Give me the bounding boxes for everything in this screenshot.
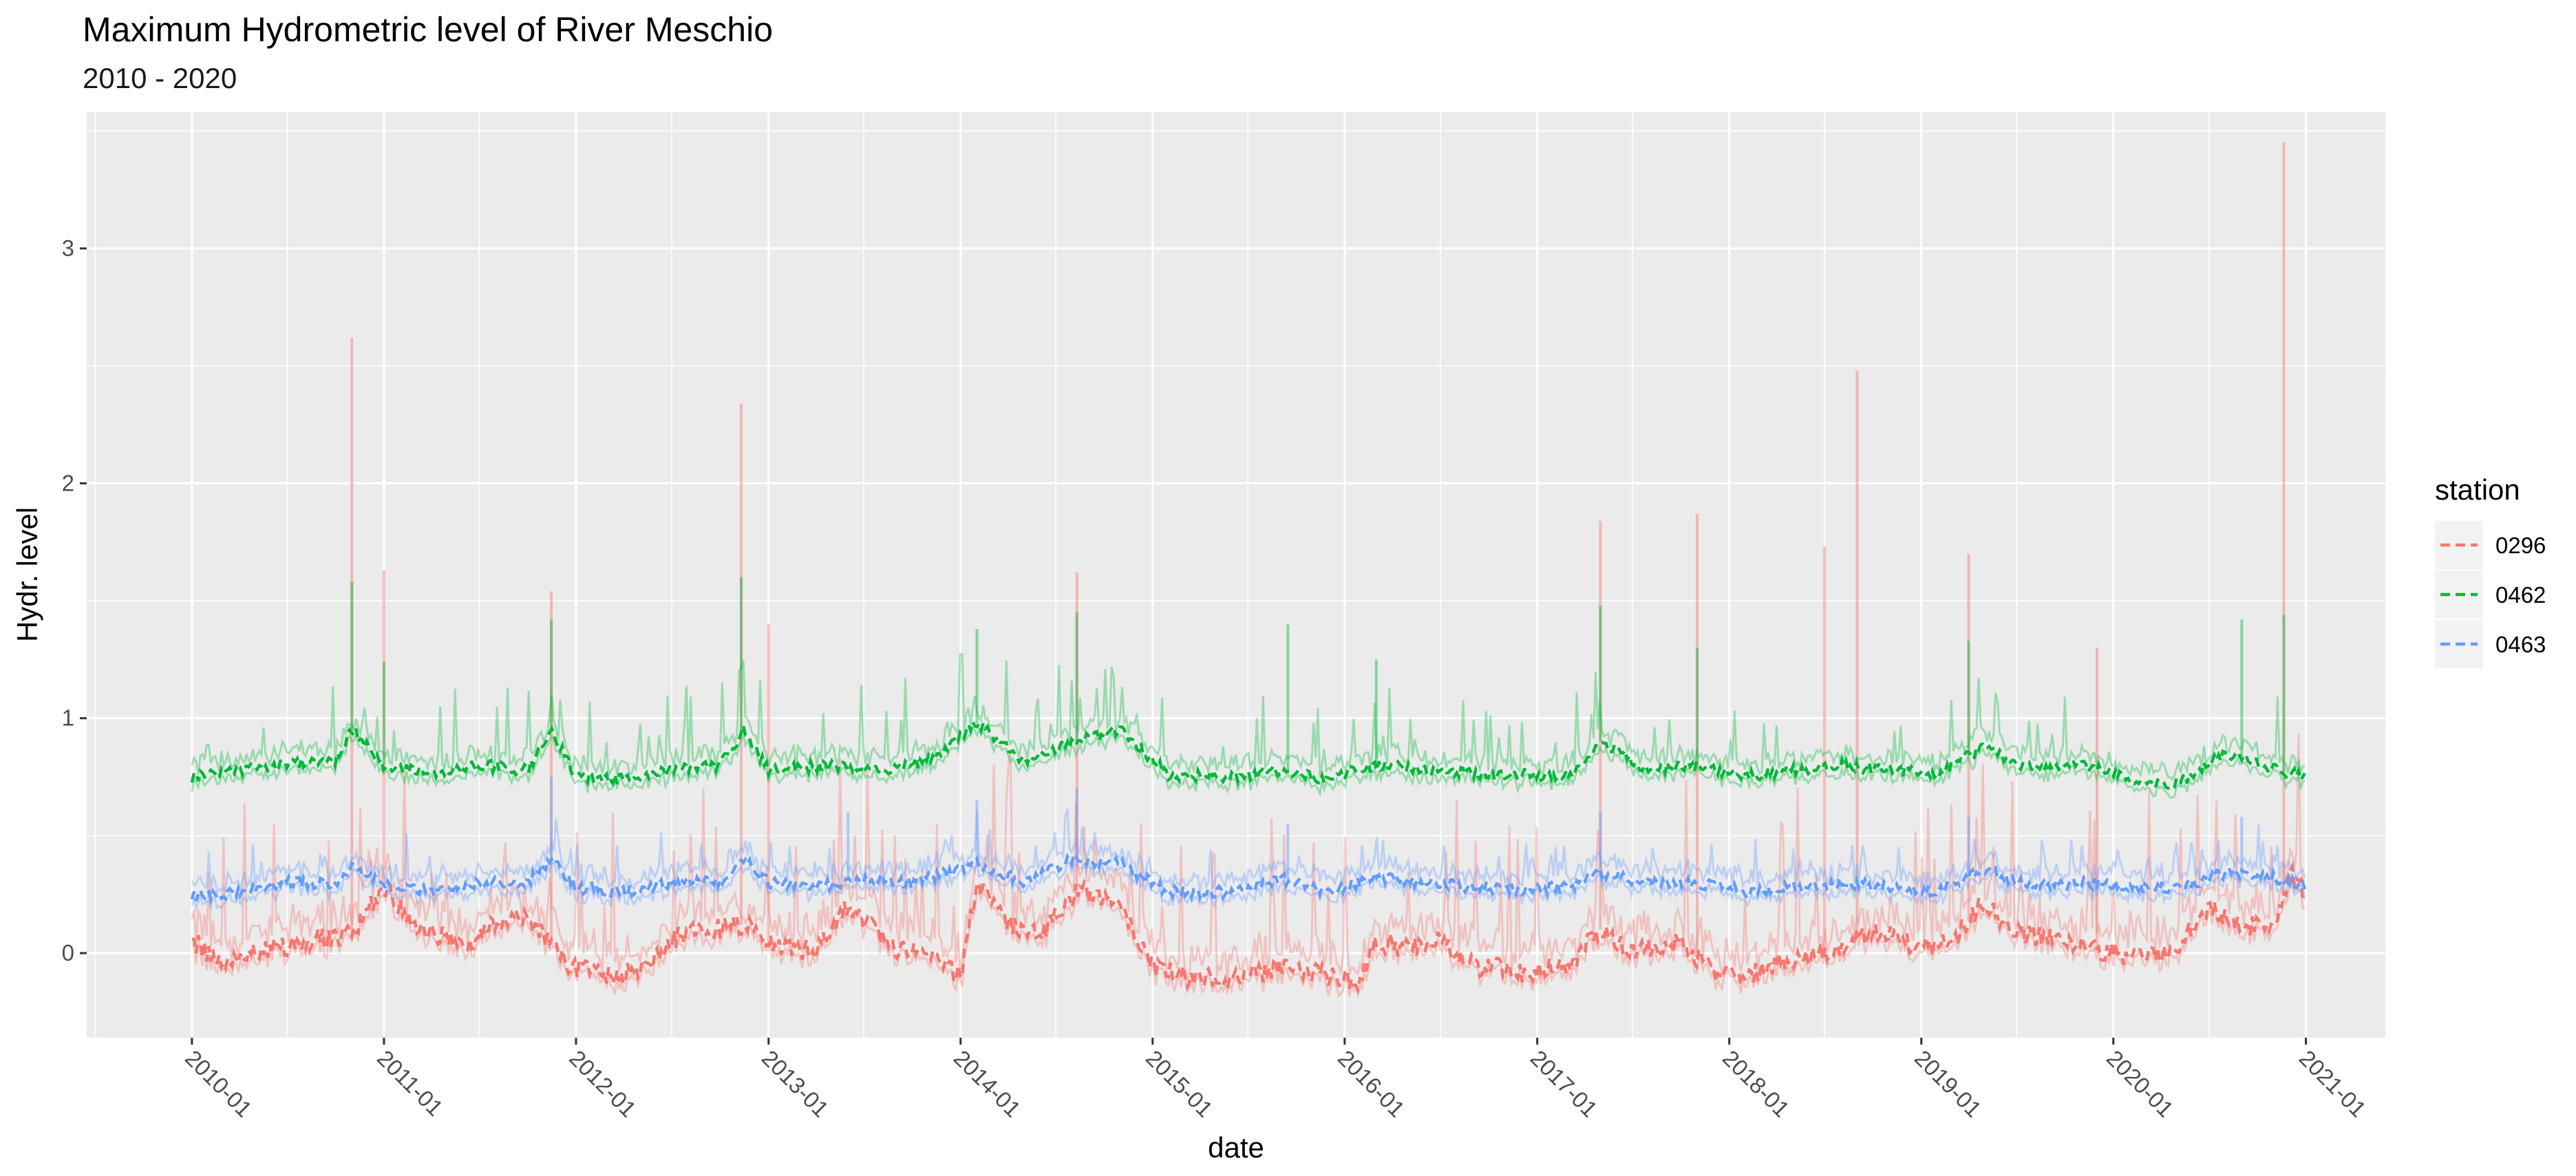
series-0463 <box>190 777 2307 912</box>
x-tick-label: 2013-01 <box>757 1045 834 1122</box>
y-tick-label: 3 <box>62 235 74 261</box>
legend: station 0296 0462 0463 <box>2435 473 2546 668</box>
series-0296-mean-line <box>191 861 2306 995</box>
x-tick-label: 2019-01 <box>1910 1045 1987 1122</box>
legend-title: station <box>2435 473 2520 506</box>
series-0462 <box>190 577 2306 799</box>
plot-panel <box>87 112 2385 1038</box>
chart-subtitle: 2010 - 2020 <box>83 62 237 94</box>
chart-title: Maximum Hydrometric level of River Mesch… <box>83 10 773 49</box>
legend-label-0296: 0296 <box>2495 533 2546 558</box>
y-tick-label: 0 <box>62 940 74 965</box>
series-layer <box>190 142 2307 999</box>
x-tick-label: 2018-01 <box>1718 1045 1795 1122</box>
y-tick-label: 2 <box>62 470 74 495</box>
x-tick-label: 2011-01 <box>372 1045 448 1121</box>
x-tick-label: 2012-01 <box>564 1045 641 1122</box>
y-tick-label: 1 <box>62 705 74 731</box>
grid-minor <box>87 112 2385 1038</box>
series-0462-mean-line <box>190 717 2306 791</box>
x-tick-label: 2021-01 <box>2295 1045 2372 1122</box>
series-0296-max-line <box>191 734 2306 983</box>
x-tick-label: 2020-01 <box>2102 1045 2179 1122</box>
x-tick-label: 2017-01 <box>1526 1045 1603 1122</box>
x-tick-label: 2014-01 <box>949 1045 1026 1122</box>
series-0296 <box>191 142 2306 999</box>
series-0462-max-line <box>191 652 2306 782</box>
series-0463-max-line <box>191 809 2306 896</box>
legend-label-0463: 0463 <box>2495 632 2546 657</box>
x-axis-title: date <box>1208 1131 1264 1164</box>
series-0463-min-line <box>191 858 2306 912</box>
x-tick-label: 2010-01 <box>180 1045 257 1122</box>
y-axis-title: Hydr. level <box>11 507 43 642</box>
series-0463-mean-line <box>190 851 2307 906</box>
x-tick-label: 2015-01 <box>1141 1045 1218 1122</box>
legend-label-0462: 0462 <box>2495 582 2546 608</box>
x-tick-label: 2016-01 <box>1333 1045 1410 1122</box>
